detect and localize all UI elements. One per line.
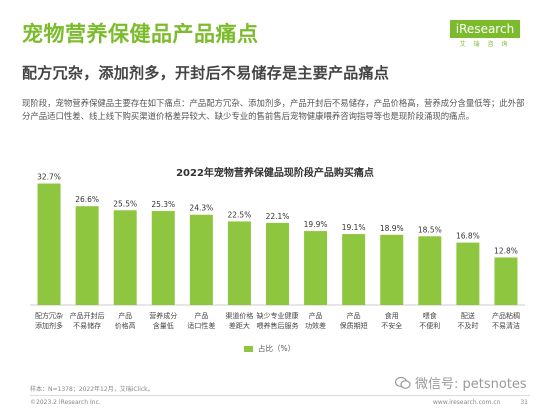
- bar: [266, 222, 289, 305]
- footer-url: www.iresearch.com.cn: [433, 399, 501, 406]
- bar-value-label: 22.5%: [228, 210, 252, 219]
- category-label: 价格高: [115, 321, 136, 330]
- watermark-text: 微信号: petsnotes: [415, 377, 527, 392]
- chart-title: 2022年宠物营养保健品现阶段产品购买痛点: [176, 168, 374, 179]
- bar: [227, 221, 251, 305]
- category-label: 产品: [347, 311, 361, 320]
- logo-text: iResearch: [449, 20, 521, 38]
- bar: [189, 214, 213, 305]
- iresearch-logo: iResearch 艾 瑞 咨 询: [440, 18, 530, 48]
- bar-value-label: 22.1%: [266, 212, 290, 221]
- category-label: 保质期短: [340, 321, 368, 330]
- page-subtitle: 配方冗杂，添加剂多，开封后不易储存是主要产品痛点: [22, 64, 390, 82]
- category-label: 产品: [194, 311, 208, 320]
- bar: [113, 210, 137, 305]
- category-label: 产品: [118, 311, 132, 320]
- category-label: 喂养售后服务: [257, 321, 299, 330]
- bar: [342, 234, 366, 305]
- bar: [494, 257, 518, 305]
- category-label: 不易储存: [73, 321, 101, 330]
- category-label: 含量低: [153, 321, 174, 330]
- bar-value-label: 25.5%: [113, 199, 137, 208]
- chart-legend: 占比（%）: [244, 343, 295, 354]
- category-label: 不便利: [419, 321, 440, 330]
- copyright-text: ©2023.2 iResearch Inc.: [30, 399, 101, 406]
- category-label: 不及时: [457, 321, 478, 330]
- category-label: 功效差: [305, 321, 326, 330]
- bar-value-label: 32.7%: [37, 173, 61, 182]
- category-label: 不易清洁: [492, 321, 520, 330]
- wechat-watermark: 微信号: petsnotes: [395, 373, 527, 392]
- category-label: 缺少专业健康: [257, 311, 299, 320]
- logo-subtext: 艾 瑞 咨 询: [459, 41, 511, 48]
- category-label: 产品粘稠: [492, 311, 520, 320]
- page-title: 宠物营养保健品产品痛点: [22, 22, 259, 46]
- bar-value-label: 12.8%: [494, 246, 518, 255]
- bar-value-label: 25.3%: [151, 200, 175, 209]
- description-paragraph: 现阶段，宠物营养保健品主要存在如下痛点：产品配方冗杂、添加剂多，产品开封后不易储…: [22, 98, 525, 121]
- bar: [37, 183, 61, 305]
- bar-value-label: 19.1%: [342, 223, 366, 232]
- bar: [380, 234, 404, 305]
- category-label: 添加剂多: [35, 321, 63, 330]
- bar: [418, 236, 442, 305]
- category-label: 营养成分: [149, 311, 177, 320]
- bar: [304, 231, 328, 305]
- page-number: 31: [520, 399, 528, 406]
- sample-note: 样本：N=1378；2022年12月，艾瑞iClick。: [30, 386, 154, 393]
- category-label: 不安全: [381, 321, 402, 330]
- category-label: 产品: [309, 311, 323, 320]
- bar: [456, 242, 480, 305]
- category-label: 适口性差: [187, 321, 215, 330]
- bar-value-label: 26.6%: [75, 195, 99, 204]
- bar: [75, 206, 99, 305]
- category-label: 差距大: [229, 321, 250, 330]
- bar-value-label: 19.9%: [304, 220, 328, 229]
- category-label: 配方冗杂: [35, 311, 63, 320]
- legend-swatch: [244, 345, 253, 352]
- category-label: 食用: [385, 311, 399, 320]
- wechat-icon: [395, 376, 411, 389]
- bar-value-label: 18.5%: [418, 225, 442, 234]
- category-label: 喂食: [423, 311, 437, 320]
- category-label: 渠道价格: [225, 311, 253, 320]
- category-label: 配送: [461, 311, 475, 320]
- legend-label: 占比（%）: [258, 344, 296, 353]
- bar: [151, 211, 175, 305]
- category-label: 产品开封后: [70, 311, 105, 320]
- bar-value-label: 24.3%: [189, 204, 213, 213]
- bar-value-label: 18.9%: [380, 224, 404, 233]
- footer-divider: [30, 395, 530, 396]
- bar-value-label: 16.8%: [456, 232, 480, 241]
